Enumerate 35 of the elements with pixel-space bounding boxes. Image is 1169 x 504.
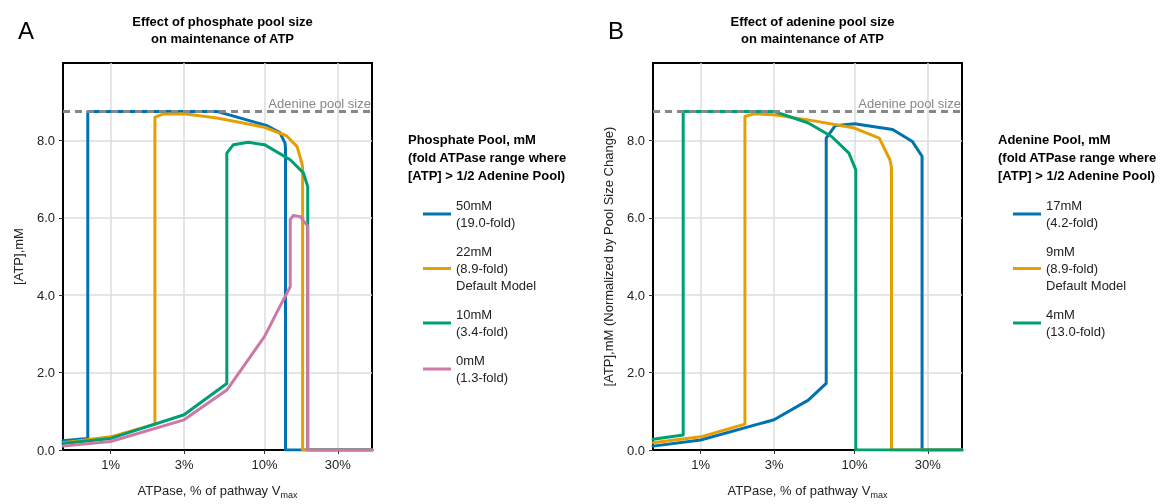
x-tick-label: 10%	[251, 457, 278, 472]
y-tick-label: 4.0	[626, 287, 645, 303]
y-tick-label: 8.0	[626, 132, 645, 148]
legend-label: 17mM (4.2-fold)	[1046, 198, 1099, 230]
chart-title: Effect of adenine pool size on maintenance of ATP	[730, 14, 895, 46]
y-tick-label: 2.0	[626, 365, 645, 381]
y-tick-label: 4.0	[36, 287, 55, 303]
text: A	[18, 16, 35, 44]
legend-label: 9mM (8.9-fold) Default Model	[1046, 244, 1127, 293]
y-tick-label: 2.0	[36, 365, 55, 381]
y-tick-label: 8.0	[36, 132, 55, 148]
x-tick-label: 30%	[914, 457, 942, 472]
x-tick-label: 3%	[764, 457, 784, 472]
x-tick-label: 30%	[324, 457, 352, 472]
x-tick-label: 1%	[691, 457, 711, 472]
x-tick-label: 1%	[101, 457, 121, 472]
legend-label: 10mM (3.4-fold)	[456, 307, 509, 339]
y-tick-label: 6.0	[626, 210, 645, 226]
ref-line-label: Adenine pool size	[858, 96, 961, 112]
legend-title: Adenine Pool, mM (fold ATPase range where [ATP] > 1/2 Adenine Pool)	[998, 131, 1157, 183]
y-tick-label: 6.0	[36, 210, 55, 226]
legend-label: 0mM (1.3-fold)	[456, 353, 509, 385]
y-axis-title: [ATP],mM (Normalized by Pool Size Change)	[601, 126, 616, 387]
y-tick-label: 0.0	[36, 442, 55, 458]
y-tick-label: 0.0	[626, 442, 645, 458]
legend-label: 4mM (13.0-fold)	[1046, 307, 1106, 339]
legend-title: Phosphate Pool, mM (fold ATPase range where [ATP] > 1/2 Adenine Pool)	[408, 131, 567, 183]
chart-title: Effect of phosphate pool size on maintenance of ATP	[132, 14, 313, 46]
y-axis-title: [ATP],mM	[11, 228, 26, 285]
ref-line-label: Adenine pool size	[268, 96, 371, 112]
legend-label: 22mM (8.9-fold) Default Model	[456, 244, 537, 293]
legend-label: 50mM (19.0-fold)	[456, 198, 516, 230]
x-tick-label: 10%	[841, 457, 868, 472]
x-tick-label: 3%	[174, 457, 194, 472]
text: B	[608, 16, 625, 44]
